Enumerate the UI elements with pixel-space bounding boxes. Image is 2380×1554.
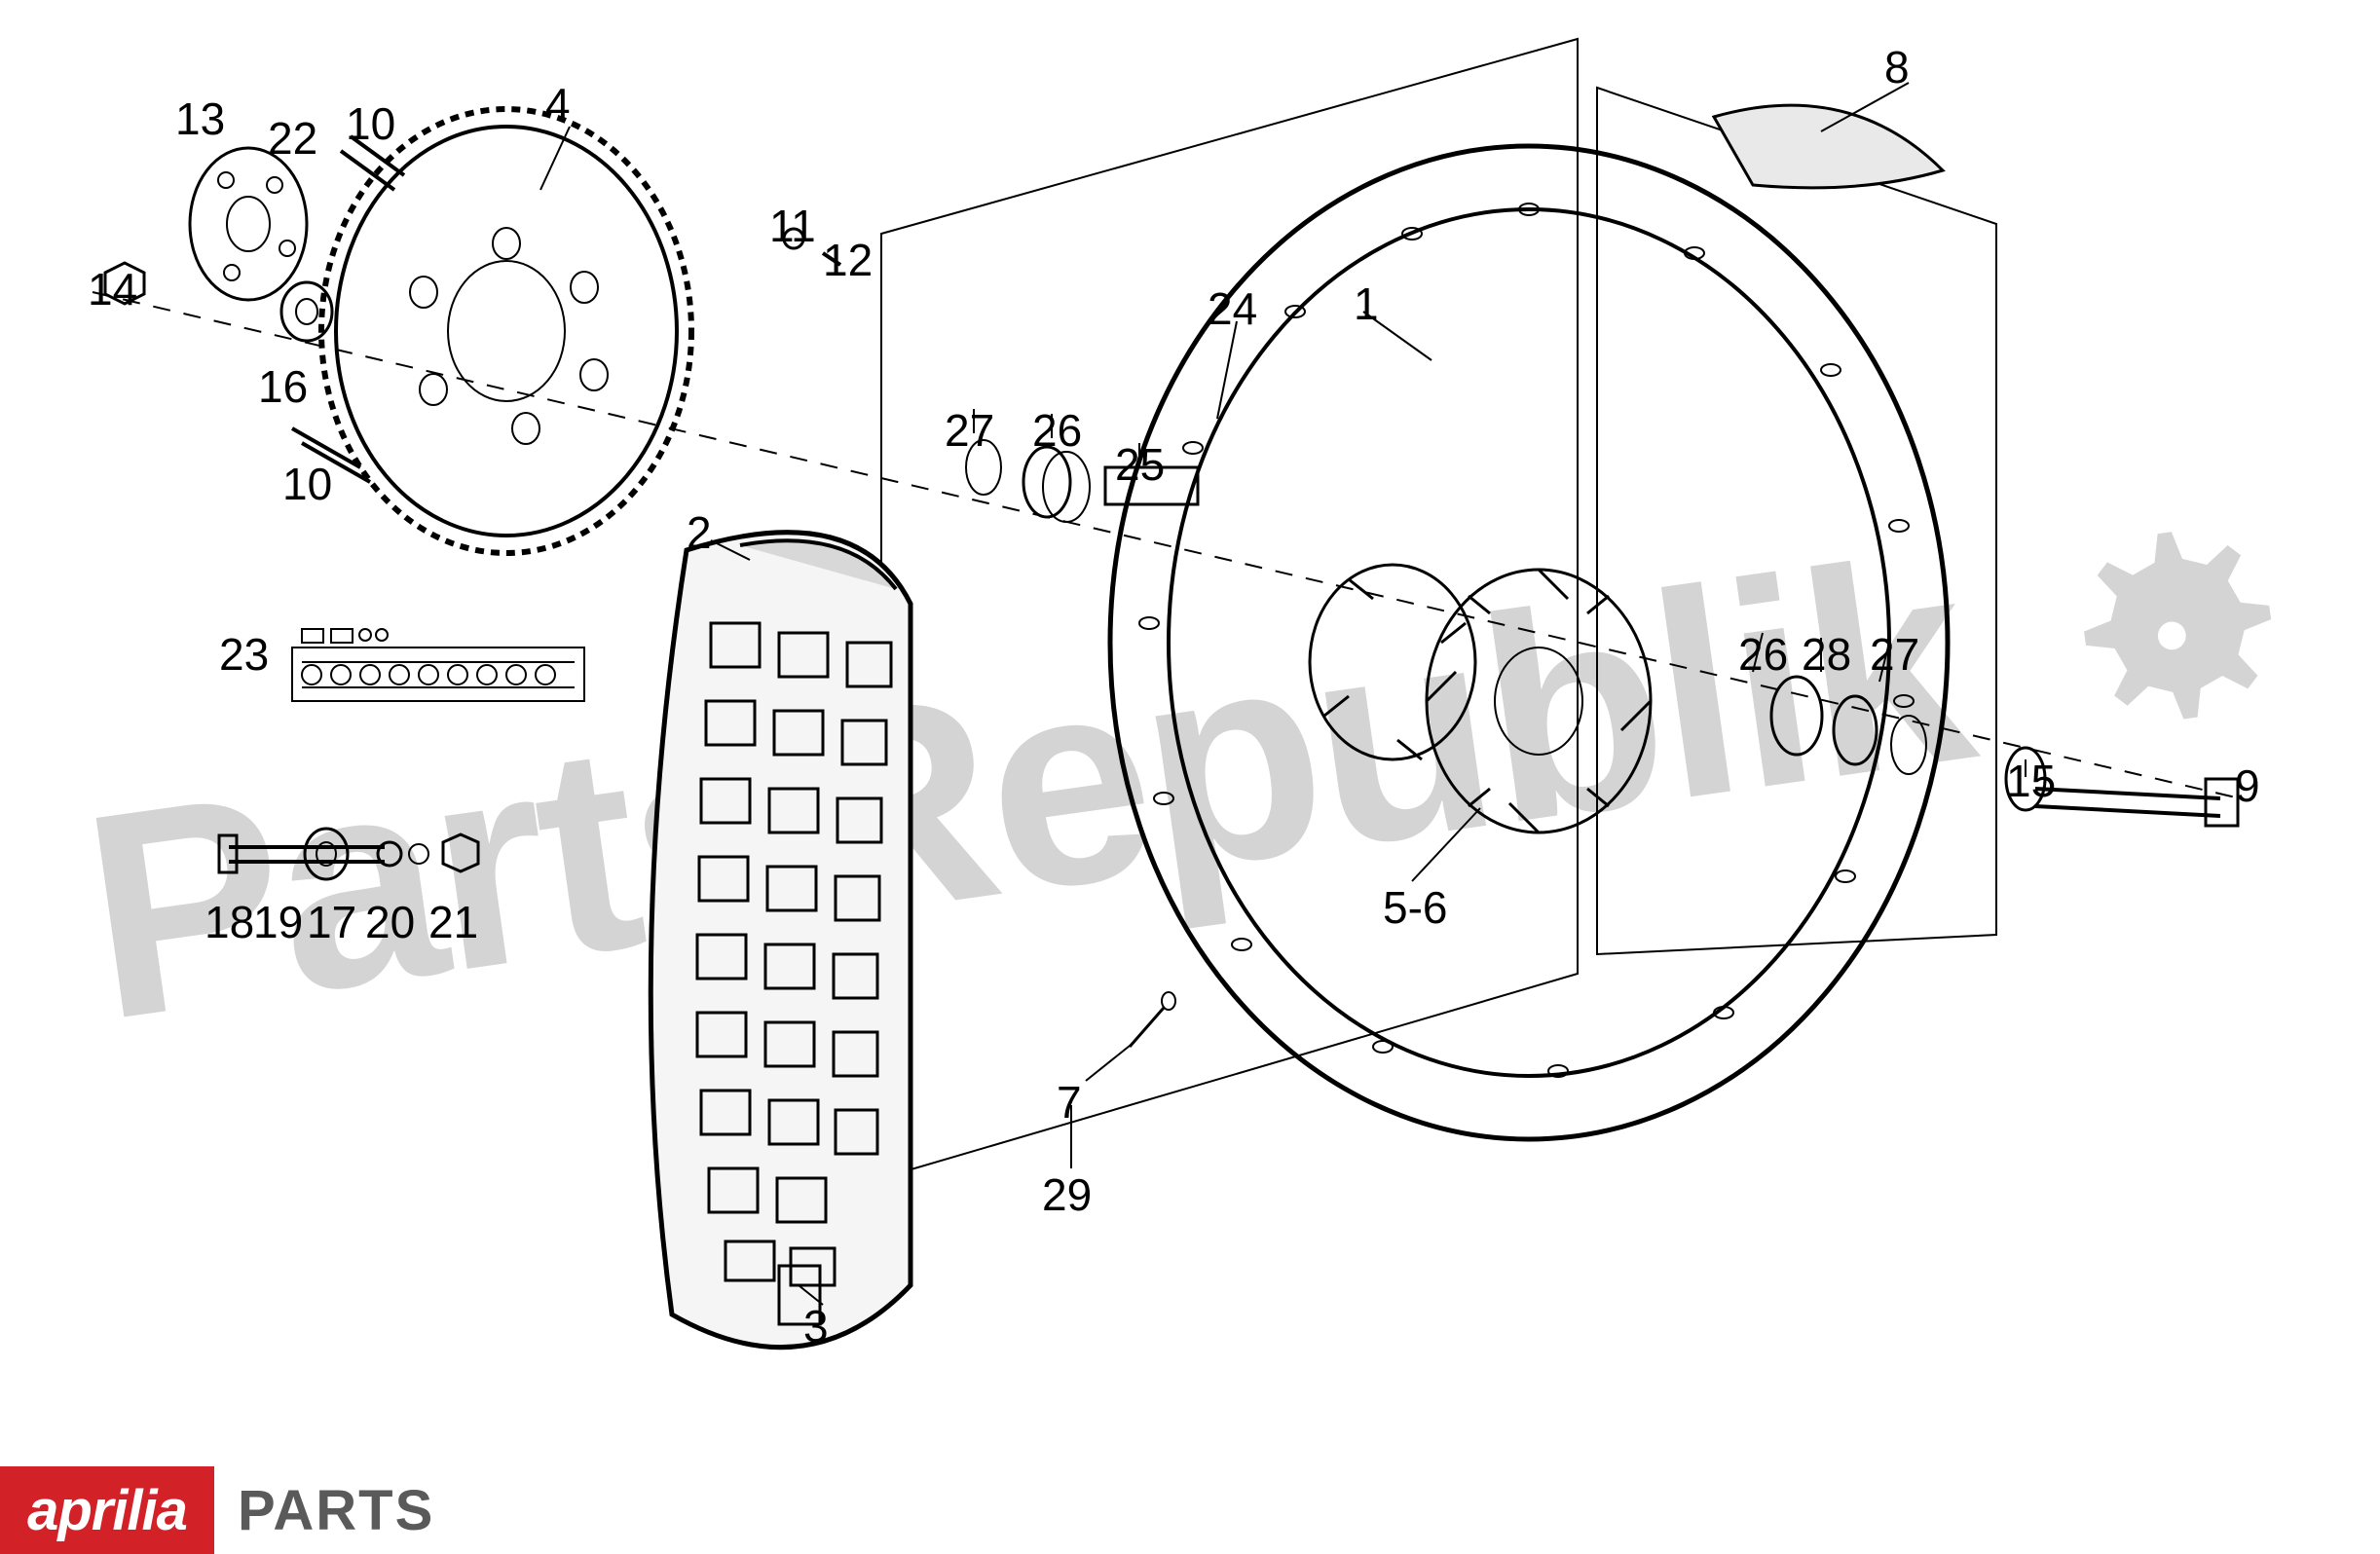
brand-suffix: PARTS <box>214 1466 458 1554</box>
callout-23: 23 <box>219 628 269 681</box>
callout-11: 11 <box>769 200 816 252</box>
brand-suffix-text: PARTS <box>238 1478 434 1543</box>
callout-22: 22 <box>268 112 317 165</box>
callout-2: 2 <box>687 506 712 559</box>
callout-4: 4 <box>545 78 571 130</box>
callout-15: 15 <box>2006 755 2056 807</box>
callout-26: 26 <box>1032 404 1082 457</box>
page-root: PartsRepublik <box>0 0 2380 1554</box>
callout-10: 10 <box>282 458 332 510</box>
brand-bar: aprilia PARTS <box>0 1466 458 1554</box>
callout-24: 24 <box>1208 282 1257 335</box>
callout-3: 3 <box>803 1300 829 1352</box>
callout-1: 1 <box>1354 278 1379 330</box>
callout-18: 18 <box>205 896 254 948</box>
callout-7: 7 <box>1057 1076 1082 1128</box>
axle <box>2035 779 2238 826</box>
callout-27: 27 <box>945 404 994 457</box>
valve <box>1130 992 1175 1047</box>
callout-17: 17 <box>307 896 356 948</box>
callout-16: 16 <box>258 360 308 413</box>
projection-panel-left <box>881 39 1578 1178</box>
hub <box>1310 565 1651 832</box>
tensioner <box>219 829 478 879</box>
brand-logo: aprilia <box>0 1466 214 1554</box>
callout-10: 10 <box>346 97 395 150</box>
callout-12: 12 <box>823 234 873 286</box>
callout-29: 29 <box>1042 1168 1092 1221</box>
rim-strip <box>1714 105 1943 188</box>
callout-25: 25 <box>1115 438 1165 491</box>
brand-logo-text: aprilia <box>27 1478 187 1543</box>
callout-5-6: 5-6 <box>1383 881 1447 934</box>
callout-14: 14 <box>88 263 137 315</box>
callout-13: 13 <box>175 92 225 145</box>
callout-9: 9 <box>2235 759 2260 812</box>
chain <box>292 629 584 701</box>
callout-8: 8 <box>1884 41 1910 93</box>
center-axis <box>93 292 2240 798</box>
sprocket-carrier <box>105 136 840 482</box>
callout-20: 20 <box>365 896 415 948</box>
callout-26: 26 <box>1738 628 1788 681</box>
callout-19: 19 <box>253 896 303 948</box>
tire <box>651 533 911 1348</box>
callout-28: 28 <box>1802 628 1851 681</box>
callout-21: 21 <box>428 896 478 948</box>
callout-27: 27 <box>1870 628 1919 681</box>
